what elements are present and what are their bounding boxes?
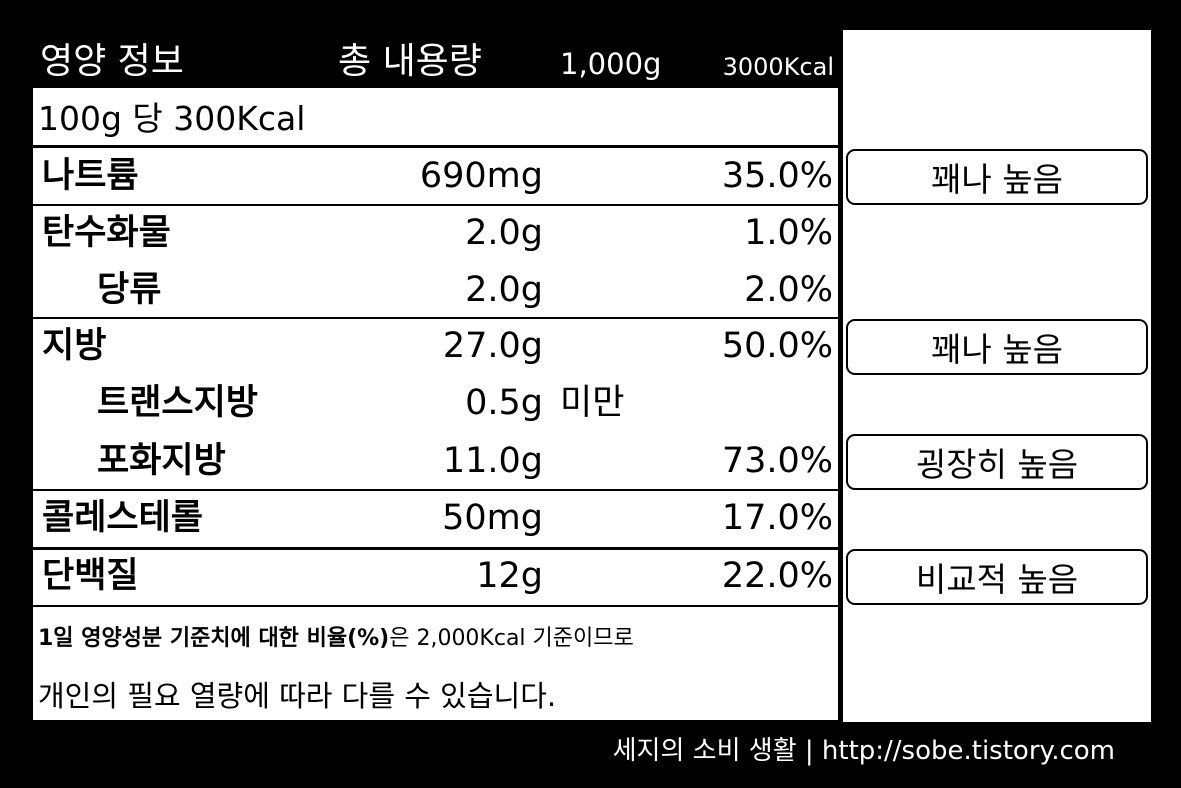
percent: 1.0% bbox=[744, 213, 833, 253]
nutrient-name: 단백질 bbox=[42, 556, 139, 596]
amount: 27.0g bbox=[442, 326, 543, 366]
amount: 50mg bbox=[442, 498, 543, 538]
total-kcal: 3000Kcal bbox=[722, 53, 834, 81]
note: 꽤나 높음 bbox=[931, 330, 1063, 369]
note-badge: 꽤나 높음 bbox=[846, 319, 1148, 375]
divider bbox=[33, 605, 838, 607]
footnote: 1일 영양성분 기준치에 대한 비율(%)은 2,000Kcal 기준이므로 bbox=[38, 628, 634, 650]
note-badge: 꽤나 높음 bbox=[846, 149, 1148, 205]
label-panel bbox=[33, 88, 838, 720]
note-column bbox=[843, 30, 1151, 722]
note: 비교적 높음 bbox=[915, 560, 1079, 599]
total-label: 총 내용량 bbox=[338, 41, 482, 82]
percent: 35.0% bbox=[721, 156, 833, 196]
footnote-line: 개인의 필요 열량에 따라 다를 수 있습니다. bbox=[38, 679, 557, 713]
title: 영양 정보 bbox=[40, 41, 184, 82]
nutrient-name: 트랜스지방 bbox=[97, 383, 259, 423]
note-badge: 비교적 높음 bbox=[846, 549, 1148, 605]
footer: 세지의 소비 생활 | http://sobe.tistory.com bbox=[612, 736, 1115, 766]
amount: 11.0g bbox=[442, 441, 543, 481]
total-weight: 1,000g bbox=[560, 47, 662, 81]
amount: 2.0g bbox=[465, 213, 543, 253]
note: 꽤나 높음 bbox=[931, 160, 1063, 199]
nutrient-name: 지방 bbox=[42, 326, 107, 366]
serving: 100g 당 300Kcal bbox=[38, 99, 306, 138]
nutrient-name: 포화지방 bbox=[97, 441, 226, 481]
divider bbox=[33, 547, 838, 550]
nutrient-name: 당류 bbox=[97, 270, 162, 310]
percent: 2.0% bbox=[744, 270, 833, 310]
divider bbox=[33, 145, 838, 148]
percent: 17.0% bbox=[721, 498, 833, 538]
amount: 0.5g bbox=[465, 383, 543, 423]
divider bbox=[33, 489, 838, 491]
nutrient-name: 콜레스테롤 bbox=[42, 498, 204, 538]
note-badge: 굉장히 높음 bbox=[846, 434, 1148, 490]
percent: 50.0% bbox=[721, 326, 833, 366]
amount: 690mg bbox=[419, 156, 543, 196]
percent: 73.0% bbox=[721, 441, 833, 481]
qualifier: 미만 bbox=[560, 383, 625, 423]
nutrient-name: 탄수화물 bbox=[42, 213, 171, 253]
nutrient-name: 나트륨 bbox=[42, 156, 139, 196]
amount: 12g bbox=[476, 556, 543, 596]
divider bbox=[33, 317, 838, 319]
footnote-normal: 은 2,000Kcal 기준이므로 bbox=[389, 626, 634, 651]
amount: 2.0g bbox=[465, 270, 543, 310]
percent: 22.0% bbox=[721, 556, 833, 596]
note: 굉장히 높음 bbox=[915, 445, 1079, 484]
footnote-bold: 1일 영양성분 기준치에 대한 비율(%) bbox=[38, 626, 390, 651]
divider bbox=[33, 204, 838, 206]
